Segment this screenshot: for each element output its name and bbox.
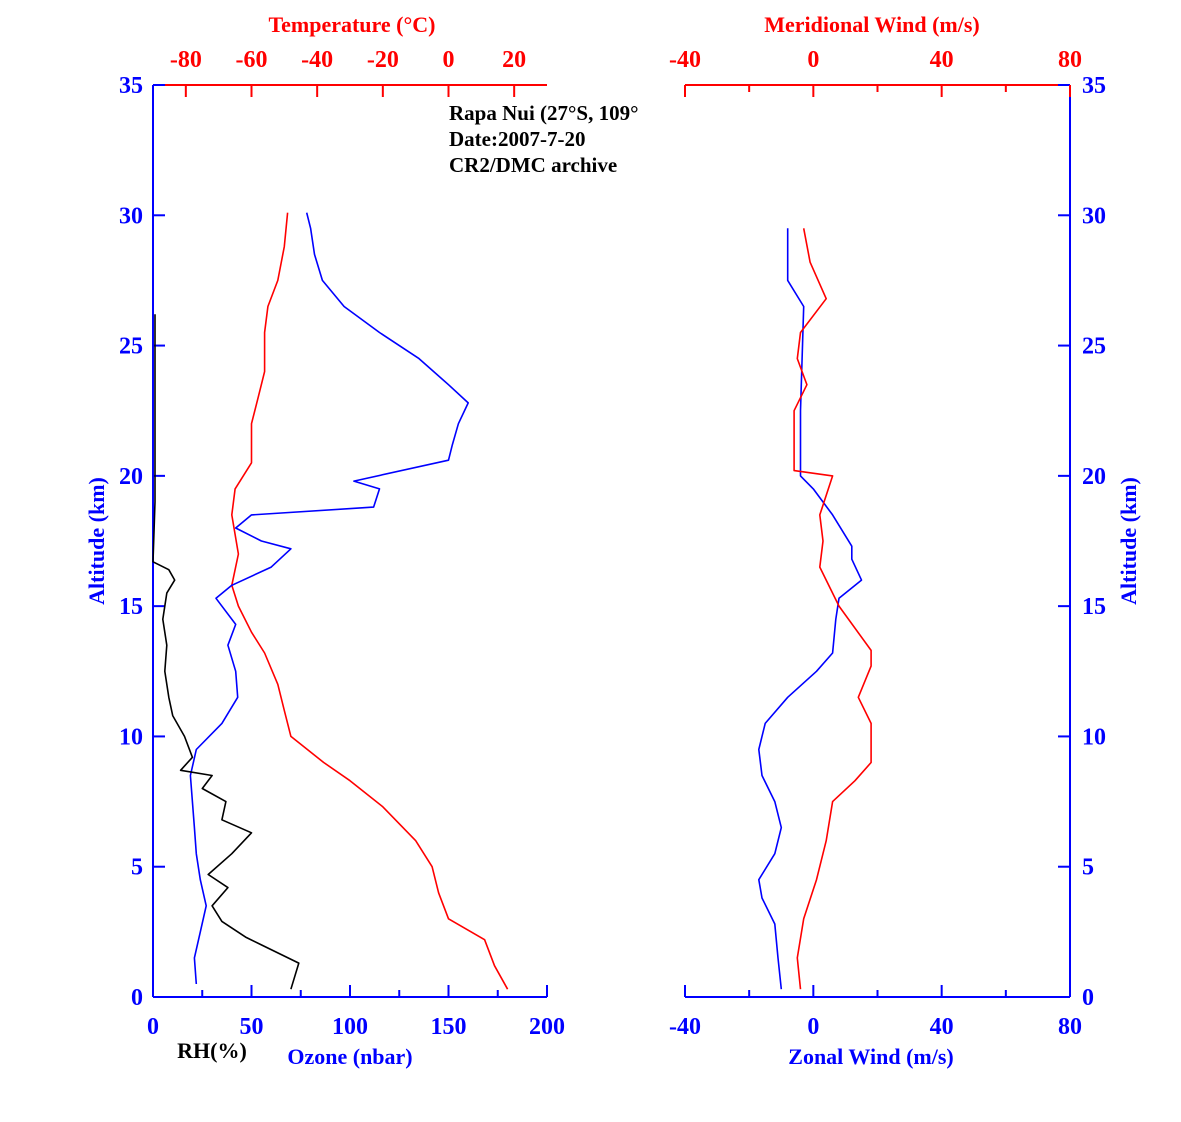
- left-y-tick-label: 10: [119, 724, 143, 750]
- temperature-tick-label: 0: [443, 47, 455, 73]
- temperature-line: [231, 212, 509, 990]
- temperature-ticks: -80 -60 -40 -20 0 20: [170, 47, 526, 97]
- temperature-tick-label: 20: [502, 47, 526, 73]
- right-y-tick-label: 30: [1082, 203, 1106, 229]
- left-y-tick-label: 5: [131, 855, 143, 881]
- left-y-tick-label: 30: [119, 203, 143, 229]
- temperature-tick-label: -80: [170, 47, 202, 73]
- zonal-wind-ticks: -40 0 40 80: [669, 985, 1082, 1040]
- ozone-line: [189, 212, 469, 985]
- meridional-wind-ticks: -40 0 40 80: [669, 47, 1082, 97]
- right-y-tick-label: 15: [1082, 594, 1106, 620]
- meridional-tick-label: 0: [807, 47, 819, 73]
- right-y-tick-label: 5: [1082, 855, 1094, 881]
- left-y-tick-label: 0: [131, 985, 143, 1011]
- ozone-tick-label: 50: [240, 1014, 264, 1040]
- left-y-tick-label: 20: [119, 464, 143, 490]
- zonal-tick-label: -40: [669, 1014, 701, 1040]
- ozone-tick-label: 150: [431, 1014, 467, 1040]
- temperature-tick-label: -40: [301, 47, 333, 73]
- meridional-tick-label: -40: [669, 47, 701, 73]
- annotation-line-2: Date:2007-7-20: [449, 127, 585, 151]
- left-y-tick-label: 35: [119, 73, 143, 99]
- right-y-tick-label: 20: [1082, 464, 1106, 490]
- left-y-tick-label: 25: [119, 334, 143, 360]
- rh-xlabel: RH(%): [177, 1038, 247, 1063]
- temperature-xlabel: Temperature (°C): [268, 12, 435, 37]
- right-y-tick-label: 0: [1082, 985, 1094, 1011]
- meridional-tick-label: 80: [1058, 47, 1082, 73]
- annotation-line-3: CR2/DMC archive: [449, 153, 617, 177]
- left-y-ticks: 0 5 10 15 20 25 30 35: [119, 73, 165, 1011]
- annotation-line-1: Rapa Nui (27°S, 109°: [449, 101, 639, 125]
- right-y-ticks: 0 5 10 15 20 25 30 35: [1058, 73, 1106, 1011]
- ozone-tick-label: 200: [529, 1014, 565, 1040]
- left-ylabel: Altitude (km): [84, 477, 109, 605]
- meridional-wind-line: [793, 228, 872, 990]
- zonal-wind-line: [758, 228, 863, 990]
- right-series: [758, 228, 872, 990]
- right-ylabel: Altitude (km): [1116, 477, 1141, 605]
- right-y-tick-label: 10: [1082, 724, 1106, 750]
- temperature-tick-label: -20: [367, 47, 399, 73]
- temperature-tick-label: -60: [236, 47, 268, 73]
- right-panel: 0 5 10 15 20 25 30 35 -40 0 40 80 -40 0 40 80 Altitud…: [669, 12, 1141, 1069]
- zonal-wind-xlabel: Zonal Wind (m/s): [788, 1044, 953, 1069]
- ozone-tick-label: 100: [332, 1014, 368, 1040]
- left-y-tick-label: 15: [119, 594, 143, 620]
- ozone-xlabel: Ozone (nbar): [287, 1044, 412, 1069]
- left-series: [152, 212, 509, 990]
- ozone-tick-label: 0: [147, 1014, 159, 1040]
- zonal-tick-label: 40: [930, 1014, 954, 1040]
- rh-line: [152, 314, 300, 990]
- right-y-tick-label: 35: [1082, 73, 1106, 99]
- meridional-wind-xlabel: Meridional Wind (m/s): [764, 12, 980, 37]
- ozone-ticks: 0 50 100 150 200: [147, 985, 565, 1040]
- zonal-tick-label: 80: [1058, 1014, 1082, 1040]
- meridional-tick-label: 40: [930, 47, 954, 73]
- zonal-tick-label: 0: [807, 1014, 819, 1040]
- right-y-tick-label: 25: [1082, 334, 1106, 360]
